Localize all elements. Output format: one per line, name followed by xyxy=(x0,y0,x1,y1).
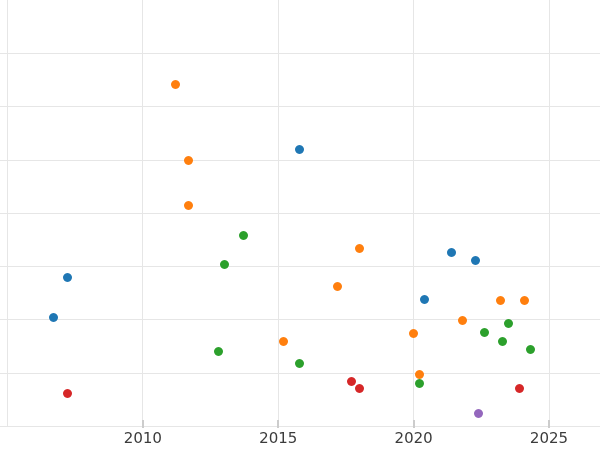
x-tick-mark xyxy=(548,420,550,428)
data-point-blue xyxy=(295,145,305,155)
data-point-red xyxy=(354,384,364,394)
data-point-red xyxy=(514,384,524,394)
grid-line-horizontal xyxy=(0,212,600,214)
x-tick-mark xyxy=(141,420,144,428)
data-point-green xyxy=(414,379,424,389)
data-point-green xyxy=(498,337,508,347)
grid-line-horizontal xyxy=(0,52,600,54)
data-point-green xyxy=(525,345,535,355)
x-tick-label: 2015 xyxy=(259,429,298,447)
data-point-green xyxy=(295,358,305,368)
data-point-red xyxy=(346,376,356,386)
data-point-orange xyxy=(457,316,467,326)
data-point-green xyxy=(503,318,513,328)
grid-line-horizontal xyxy=(0,106,600,108)
x-tick-label: 2020 xyxy=(394,429,433,447)
x-tick-label: 2025 xyxy=(529,429,569,447)
data-point-green xyxy=(219,259,229,269)
data-point-blue xyxy=(49,313,59,323)
data-point-blue xyxy=(419,295,429,305)
data-point-blue xyxy=(447,247,457,257)
data-point-green xyxy=(238,230,248,240)
data-point-green xyxy=(479,327,489,337)
data-point-orange xyxy=(184,155,194,165)
data-point-red xyxy=(62,388,72,398)
grid-line-horizontal xyxy=(0,372,600,374)
data-point-green xyxy=(214,346,224,356)
data-point-orange xyxy=(170,80,180,90)
grid-line-horizontal xyxy=(0,159,600,161)
x-axis-line xyxy=(0,426,600,427)
data-point-orange xyxy=(184,201,194,211)
data-point-orange xyxy=(409,329,419,339)
data-point-blue xyxy=(62,272,72,282)
x-tick-mark xyxy=(277,420,280,428)
grid-line-horizontal xyxy=(0,266,600,268)
data-point-orange xyxy=(414,369,424,379)
x-tick-mark xyxy=(412,420,415,428)
x-tick-label: 2010 xyxy=(123,429,162,447)
grid-line-horizontal xyxy=(0,319,600,321)
data-point-orange xyxy=(520,295,530,305)
data-point-blue xyxy=(471,256,481,266)
data-point-purple xyxy=(474,409,484,419)
data-point-orange xyxy=(495,295,505,305)
data-point-orange xyxy=(333,281,343,291)
data-point-orange xyxy=(279,337,289,347)
data-point-orange xyxy=(354,243,364,253)
